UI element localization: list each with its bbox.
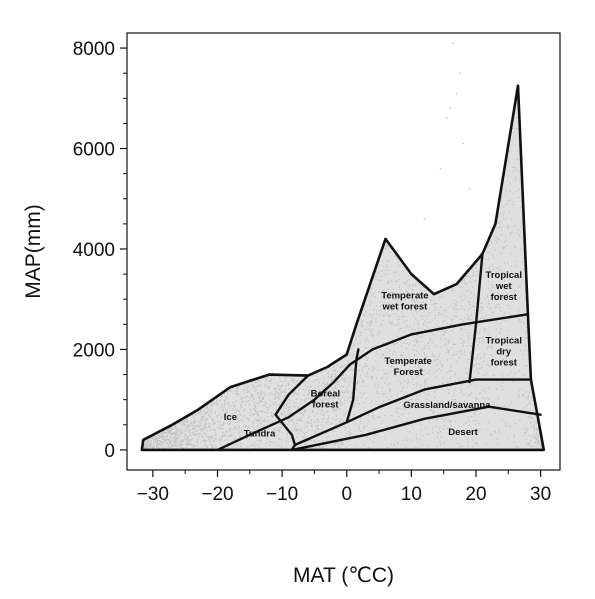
- boundary-upper-temperate: [371, 313, 529, 351]
- scatter-point: [462, 142, 464, 145]
- boundary-tropical-split: [468, 252, 484, 384]
- biome-envelope: [140, 84, 546, 452]
- scatter-point: [446, 117, 448, 120]
- x-tick-label: −20: [201, 484, 233, 505]
- x-tick-label: 30: [530, 484, 551, 505]
- y-tick-label: 0: [104, 441, 115, 462]
- label-tropical-dry-forest: Tropical dry forest: [486, 335, 522, 368]
- label-temperate-wet-forest: Temperate wet forest: [381, 291, 428, 313]
- scatter-point: [439, 167, 442, 170]
- x-tick-label: 10: [401, 484, 422, 505]
- x-tick-label: −10: [266, 484, 298, 505]
- scatter-point: [459, 72, 461, 74]
- label-grassland-savanna: Grassland/savanna: [403, 400, 491, 411]
- scatter-point: [444, 285, 446, 287]
- y-tick-label: 6000: [73, 140, 115, 161]
- scatter-point: [455, 92, 458, 95]
- x-tick-label: 0: [341, 484, 352, 505]
- boundary-lower-temperate: [293, 378, 533, 447]
- scatter-point: [468, 187, 471, 190]
- boundary-mid-temperate: [290, 405, 542, 452]
- label-boreal-forest: Boreal forest: [311, 389, 341, 411]
- scatter-point: [449, 107, 451, 110]
- scatter-point: [423, 218, 426, 220]
- boundary-cold-line: [216, 348, 374, 452]
- biome-area: [141, 85, 544, 450]
- x-tick-label: 20: [465, 484, 486, 505]
- biome-labels: Ice Tundra Boreal forest Temperate Forest Temp…: [224, 270, 522, 439]
- axes: −30 −20 −10 0 10 20 30 0 2000 4000 6000 8000: [73, 39, 551, 505]
- scatter-point: [479, 252, 481, 254]
- boundary-boreal-temperate: [345, 348, 360, 424]
- x-tick-label: −30: [137, 484, 169, 505]
- y-tick-label: 4000: [73, 240, 115, 261]
- y-tick-label: 8000: [73, 39, 115, 60]
- y-axis-title: MAP(mm): [22, 204, 45, 298]
- label-ice: Ice: [224, 412, 237, 423]
- scatter-point: [452, 42, 455, 44]
- biome-boundaries: [140, 84, 546, 452]
- label-tropical-wet-forest: Tropical wet forest: [486, 270, 522, 303]
- biome-fill: [141, 85, 544, 450]
- label-temperate-forest: Temperate Forest: [384, 356, 431, 378]
- label-desert: Desert: [448, 427, 478, 438]
- x-axis-title: MAT (℃C): [293, 564, 394, 587]
- label-tundra: Tundra: [244, 428, 276, 439]
- plot-frame: [126, 32, 561, 471]
- y-tick-label: 2000: [73, 340, 115, 361]
